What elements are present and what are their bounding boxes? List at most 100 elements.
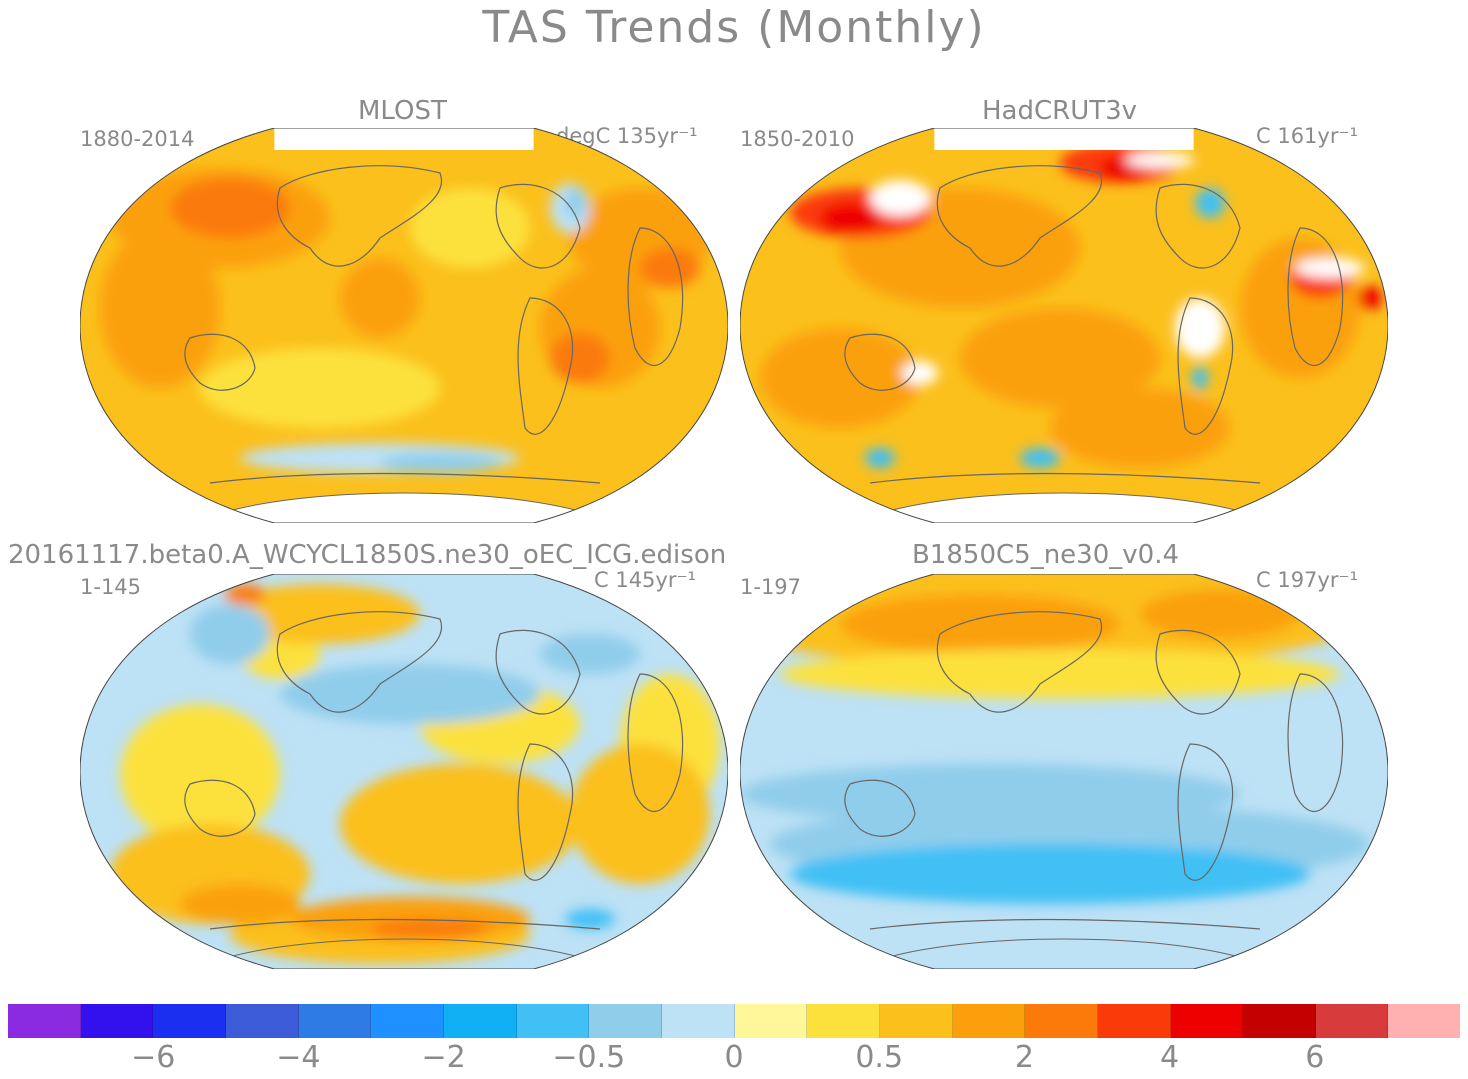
coastline (517, 743, 574, 881)
map-b1850c5 (740, 574, 1388, 969)
colorbar-cell (1388, 1004, 1461, 1038)
trend-region (820, 203, 880, 233)
colorbar-cell (589, 1004, 662, 1038)
trend-region (565, 188, 585, 218)
coastline (209, 918, 601, 930)
trend-region (1175, 298, 1225, 358)
panel-units-hadcrut3v: C 161yr⁻¹ (1256, 124, 1358, 148)
coastline (276, 611, 443, 713)
trend-region (100, 228, 220, 388)
trend-region (780, 649, 1340, 699)
colorbar-cell (661, 1004, 735, 1038)
trend-region (190, 604, 270, 664)
trend-region (220, 584, 420, 644)
colorbar-tick-label: 2 (1014, 1040, 1034, 1075)
coastline (1177, 743, 1234, 881)
trend-region (340, 258, 420, 338)
coastline (936, 165, 1103, 267)
coastline (844, 779, 916, 837)
colorbar-cell (516, 1004, 590, 1038)
coastline (1287, 227, 1344, 367)
figure-title: TAS Trends (Monthly) (482, 2, 986, 53)
map-border (80, 128, 728, 523)
colorbar-cell (225, 1004, 299, 1038)
trend-region (870, 180, 930, 216)
colorbar-cell (1315, 1004, 1389, 1038)
trend-region (1140, 589, 1300, 639)
trend-region (570, 744, 710, 884)
map-beta0 (80, 574, 728, 969)
panel-period-hadcrut3v: 1850-2010 (740, 127, 855, 151)
colorbar-cell (1170, 1004, 1244, 1038)
trend-region (902, 361, 938, 385)
coastline (184, 333, 256, 391)
colorbar-cell (807, 1004, 880, 1038)
colorbar-tick-label: −0.5 (552, 1040, 626, 1075)
trend-region (280, 664, 540, 724)
coastline (844, 333, 916, 391)
trend-region (170, 178, 290, 238)
colorbar-cell (298, 1004, 372, 1038)
trend-region (180, 884, 300, 924)
panel-title-beta0: 20161117.beta0.A_WCYCL1850S.ne30_oEC_ICG… (8, 540, 727, 570)
colorbar-cell (952, 1004, 1026, 1038)
trend-region (200, 348, 440, 428)
trend-region (740, 764, 1240, 824)
arctic-missing-data (274, 128, 534, 150)
coastline (1155, 183, 1241, 269)
trend-region (540, 634, 640, 674)
panel-units-b1850c5: C 197yr⁻¹ (1256, 568, 1358, 592)
coastline (276, 165, 443, 267)
trend-region (1050, 388, 1230, 468)
coastline (209, 472, 601, 484)
panel-units-beta0: C 145yr⁻¹ (594, 568, 696, 592)
coastline (627, 673, 684, 813)
map-border (740, 574, 1388, 969)
trend-region (370, 919, 490, 939)
colorbar-cell (734, 1004, 808, 1038)
arctic-missing-data (934, 128, 1194, 150)
coastline (627, 227, 684, 367)
coastline (1287, 673, 1344, 813)
colorbar-tick-label: 6 (1305, 1040, 1325, 1075)
coastline (495, 183, 581, 269)
colorbar-cell (1243, 1004, 1316, 1038)
trend-region (960, 308, 1160, 408)
colorbar-cell (1097, 1004, 1171, 1038)
trend-region (840, 594, 1120, 654)
colorbar-cell (1025, 1004, 1098, 1038)
map-hadcrut3v (740, 128, 1388, 523)
coastline (869, 472, 1261, 484)
colorbar-cell (80, 1004, 154, 1038)
colorbar-cell (8, 1004, 81, 1038)
coastline (517, 297, 574, 435)
trend-region (1125, 152, 1195, 168)
map-mlost (80, 128, 728, 523)
trend-region (1358, 286, 1382, 310)
trend-region (550, 333, 610, 383)
coastline (869, 918, 1261, 930)
trend-region (565, 909, 615, 929)
panel-title-b1850c5: B1850C5_ne30_v0.4 (912, 540, 1179, 570)
colorbar-cell (153, 1004, 226, 1038)
colorbar-cell (371, 1004, 444, 1038)
coastline (1177, 297, 1234, 435)
panel-period-mlost: 1880-2014 (80, 127, 195, 151)
map-border (80, 574, 728, 969)
trend-region (865, 448, 895, 468)
colorbar-tick-label: 0.5 (855, 1040, 904, 1075)
map-border (740, 128, 1388, 523)
trend-region (640, 248, 700, 288)
coastline (495, 629, 581, 715)
trend-region (790, 844, 1310, 904)
trend-region (380, 453, 500, 473)
colorbar (8, 1004, 1461, 1038)
trend-region (1192, 366, 1208, 390)
coastline (184, 779, 256, 837)
panel-title-mlost: MLOST (358, 96, 447, 126)
colorbar-tick-label: −4 (276, 1040, 321, 1075)
trend-region (1020, 448, 1060, 468)
trend-region (760, 328, 920, 428)
trend-region (340, 764, 580, 884)
colorbar-tick-label: 4 (1160, 1040, 1180, 1075)
